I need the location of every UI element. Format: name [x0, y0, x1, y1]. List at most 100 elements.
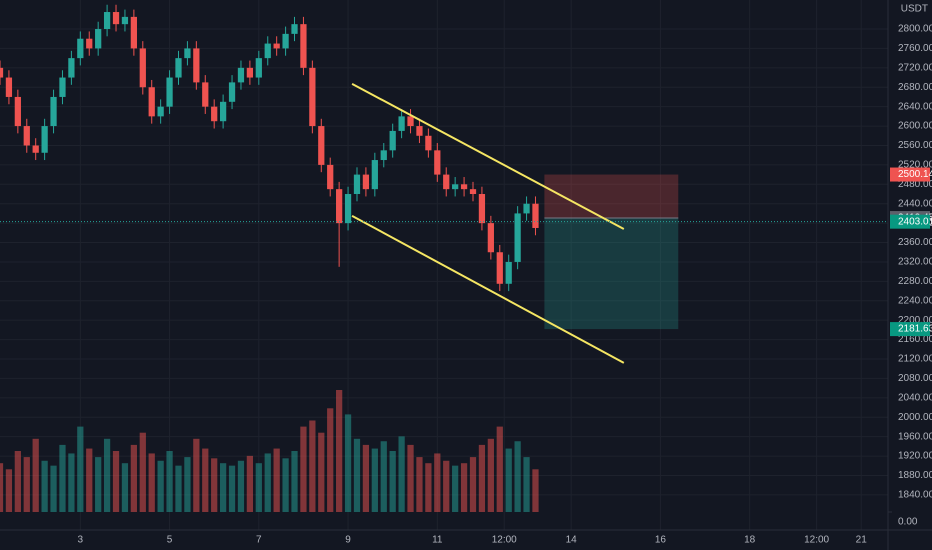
x-tick-label: 12:00 [804, 535, 829, 546]
y-tick-label: 2800.00 [898, 24, 932, 35]
volume-bar [139, 432, 146, 512]
volume-bar [309, 420, 316, 512]
y-tick-label: 2120.00 [898, 354, 932, 365]
candle-body [68, 58, 75, 78]
candle-body [407, 116, 414, 127]
candle-body [184, 48, 191, 59]
candle-body [273, 43, 280, 49]
y-tick-label: 1920.00 [898, 451, 932, 462]
volume-bar [157, 460, 164, 512]
y-tick-label: 2720.00 [898, 62, 932, 73]
candle-body [41, 126, 48, 153]
volume-bar [380, 441, 387, 512]
volume-bar [246, 455, 254, 512]
candle-body [443, 174, 450, 190]
volume-bar [0, 463, 4, 512]
candle-body [380, 150, 387, 161]
candle-body [77, 38, 84, 59]
candle-body [50, 96, 57, 127]
volume-bar [202, 448, 209, 512]
candle-body [121, 16, 129, 25]
y-tick-label: 2680.00 [898, 82, 932, 93]
volume-bar [425, 463, 432, 512]
candle-body [327, 164, 334, 190]
volume-bar [318, 432, 325, 512]
volume-bar [407, 444, 414, 512]
y-tick-label: 1880.00 [898, 470, 932, 481]
volume-bar [496, 426, 503, 512]
candle-body [353, 174, 361, 195]
candle-body [416, 126, 423, 136]
candle-body [255, 58, 262, 78]
candle-body [425, 135, 432, 151]
volume-bar [532, 469, 539, 512]
candle-body [228, 82, 236, 102]
volume-bar [59, 444, 66, 512]
candle-body [496, 252, 503, 284]
price-tag [890, 214, 930, 229]
candle-body [0, 67, 4, 78]
volume-bar [193, 438, 200, 512]
candle-body [389, 130, 396, 151]
y-tick-label: 2240.00 [898, 295, 932, 306]
volume-bar [112, 451, 120, 512]
candle-body [478, 194, 486, 224]
candle-body [5, 77, 13, 97]
volume-bar [166, 451, 173, 512]
y-tick-label: 2480.00 [898, 179, 932, 190]
candle-body [112, 12, 120, 25]
y-tick-label: 2560.00 [898, 140, 932, 151]
volume-bar [255, 463, 262, 512]
price-tag [890, 322, 930, 337]
candle-body [532, 203, 539, 228]
y-tick-label: 2280.00 [898, 276, 932, 287]
candle-body [434, 150, 441, 175]
x-tick-label: 12:00 [492, 535, 517, 546]
candle-body [291, 24, 298, 34]
y-tick-label: 2640.00 [898, 101, 932, 112]
candle-body [86, 38, 93, 49]
volume-bar [5, 469, 13, 512]
candle-body [309, 67, 316, 127]
candle-body [336, 189, 343, 224]
volume-bar [32, 438, 39, 512]
candle-body [487, 223, 494, 253]
plot [0, 4, 888, 512]
volume-bar [175, 465, 182, 512]
volume-bar [460, 463, 468, 512]
price-tag-label: 2181.63 [898, 324, 932, 335]
target-zone [544, 218, 679, 330]
candle-body [202, 82, 209, 107]
volume-bar [237, 460, 245, 512]
y-tick-label: 2440.00 [898, 198, 932, 209]
volume-bar [148, 453, 155, 512]
x-tick-label: 7 [256, 535, 262, 546]
candle-body [130, 16, 137, 49]
candle-body [148, 87, 155, 117]
volume-bar [41, 460, 48, 512]
volume-bar [398, 436, 405, 512]
volume-bar [443, 460, 450, 512]
candle-body [300, 24, 307, 68]
candle-body [23, 126, 30, 146]
volume-bar [389, 451, 396, 512]
y-tick-label: 2080.00 [898, 373, 932, 384]
y-tick-label: 2000.00 [898, 412, 932, 423]
candle-body [264, 43, 271, 59]
volume-bar [478, 444, 486, 512]
candle-body [460, 184, 468, 190]
y-tick-label: 2520.00 [898, 160, 932, 171]
currency-label: USDT [901, 4, 928, 15]
volume-bar [50, 465, 57, 512]
volume-bar [14, 451, 21, 512]
x-tick-label: 16 [655, 535, 667, 546]
volume-bar [452, 465, 459, 512]
volume-bar [219, 463, 227, 512]
candle-body [282, 33, 289, 49]
volume-bar [469, 457, 477, 512]
candle-body [362, 174, 370, 190]
candle-body [469, 189, 477, 195]
candle-body [398, 116, 405, 131]
